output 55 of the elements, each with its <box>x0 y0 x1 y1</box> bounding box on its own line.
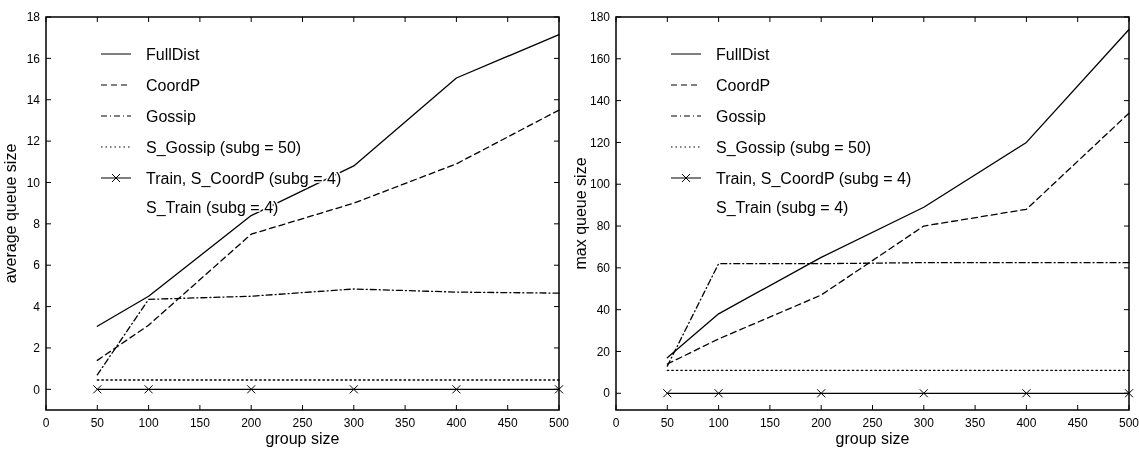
x-tick-label: 300 <box>913 416 935 430</box>
y-tick-label: 40 <box>596 302 611 317</box>
x-tick-label: 450 <box>1067 416 1089 430</box>
legend-label: FullDist <box>146 45 200 63</box>
x-axis-title: group size <box>265 430 340 447</box>
y-tick-label: 8 <box>33 217 41 232</box>
x-tick-label: 150 <box>189 416 211 430</box>
x-tick-label: 100 <box>138 416 159 430</box>
x-tick-label: 50 <box>90 416 105 430</box>
x-tick-label: 0 <box>42 416 50 430</box>
x-tick-label: 250 <box>292 416 313 430</box>
legend-label: Gossip <box>716 107 766 125</box>
x-tick-label: 500 <box>1118 416 1139 430</box>
y-tick-label: 10 <box>26 175 41 190</box>
y-tick-label: 20 <box>596 344 611 359</box>
x-tick-label: 300 <box>343 416 365 430</box>
x-tick-label: 0 <box>612 416 620 430</box>
legend-label: CoordP <box>716 76 771 94</box>
y-tick-label: 120 <box>589 135 611 150</box>
y-axis-title: max queue size <box>572 157 589 270</box>
legend-label: S_Gossip (subg = 50) <box>716 138 872 157</box>
y-tick-label: 6 <box>33 258 41 273</box>
legend-label: FullDist <box>716 45 770 63</box>
legend-label: S_Gossip (subg = 50) <box>146 138 302 157</box>
y-tick-label: 0 <box>603 386 611 401</box>
y-tick-label: 60 <box>596 261 611 276</box>
y-tick-label: 80 <box>596 219 611 234</box>
legend-label: CoordP <box>146 76 201 94</box>
y-tick-label: 4 <box>33 299 41 314</box>
x-tick-label: 400 <box>1016 416 1037 430</box>
y-tick-label: 140 <box>589 93 611 108</box>
x-tick-label: 200 <box>241 416 262 430</box>
y-axis-title: average queue size <box>2 143 19 284</box>
y-tick-label: 18 <box>26 10 41 25</box>
legend-label: Gossip <box>146 107 196 125</box>
y-tick-label: 2 <box>33 341 41 356</box>
y-tick-label: 14 <box>26 92 41 107</box>
x-tick-label: 150 <box>759 416 781 430</box>
y-tick-label: 160 <box>589 52 611 67</box>
x-tick-label: 400 <box>446 416 467 430</box>
y-tick-label: 180 <box>589 10 611 25</box>
x-tick-label: 450 <box>497 416 519 430</box>
x-axis-title: group size <box>835 430 910 447</box>
x-tick-label: 350 <box>395 416 416 430</box>
x-tick-label: 500 <box>548 416 570 430</box>
legend-label: Train, S_CoordP (subg = 4) S_Train (subg = 4) <box>716 169 912 217</box>
x-tick-label: 50 <box>660 416 675 430</box>
x-tick-label: 100 <box>708 416 729 430</box>
y-tick-label: 16 <box>26 51 41 66</box>
y-tick-label: 0 <box>33 382 41 397</box>
x-tick-label: 200 <box>811 416 832 430</box>
x-tick-label: 350 <box>965 416 986 430</box>
x-tick-label: 250 <box>862 416 883 430</box>
y-tick-label: 100 <box>589 177 611 192</box>
y-tick-label: 12 <box>26 134 41 149</box>
